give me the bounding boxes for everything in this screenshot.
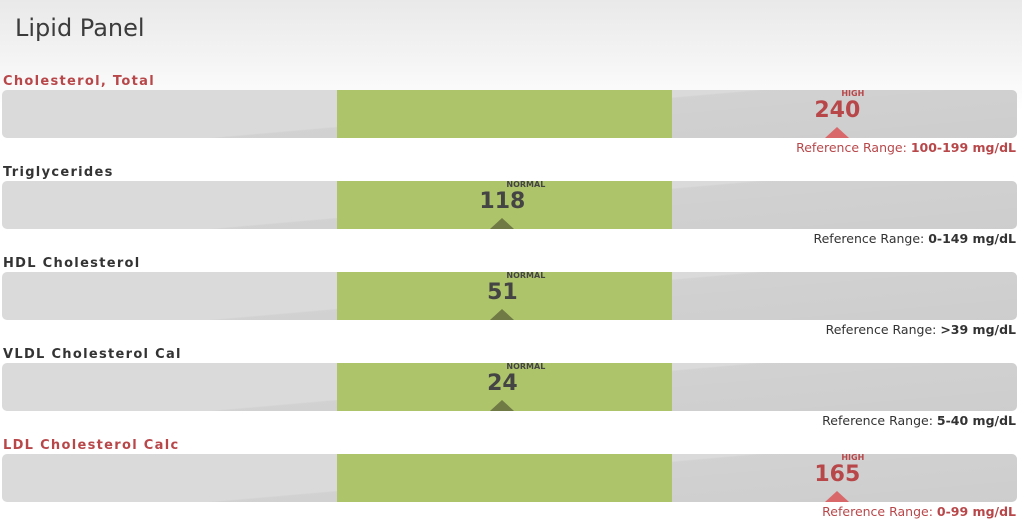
reference-range: Reference Range: 5-40 mg/dL xyxy=(822,413,1016,428)
test-row-hdl-cholesterol: HDL Cholesterol 51 NORMAL Reference Rang… xyxy=(0,256,1022,347)
result-flag: NORMAL xyxy=(506,271,546,280)
reference-range: Reference Range: >39 mg/dL xyxy=(826,322,1016,337)
test-row-vldl-cholesterol: VLDL Cholesterol Cal 24 NORMAL Reference… xyxy=(0,347,1022,438)
result-flag: HIGH xyxy=(841,89,865,98)
normal-range-band xyxy=(337,90,672,138)
reference-range: Reference Range: 0-149 mg/dL xyxy=(813,231,1016,246)
result-flag: HIGH xyxy=(841,453,865,462)
result-value: 165 xyxy=(814,462,861,487)
reference-range-value: 100-199 mg/dL xyxy=(910,140,1016,155)
range-bar xyxy=(2,363,1017,411)
reference-range-value: >39 mg/dL xyxy=(940,322,1016,337)
test-name: HDL Cholesterol xyxy=(3,256,141,271)
reference-range-value: 5-40 mg/dL xyxy=(936,413,1016,428)
reference-range: Reference Range: 0-99 mg/dL xyxy=(822,504,1016,519)
result-value: 240 xyxy=(814,98,861,123)
marker-arrow-icon xyxy=(490,218,515,229)
reference-range-label: Reference Range: xyxy=(822,413,933,428)
marker-arrow-icon xyxy=(490,400,515,411)
marker-arrow-icon xyxy=(825,491,850,502)
test-name: LDL Cholesterol Calc xyxy=(3,438,180,453)
result-value: 51 xyxy=(487,280,518,305)
reference-range-label: Reference Range: xyxy=(825,322,937,337)
marker-arrow-icon xyxy=(490,309,515,320)
reference-range-label: Reference Range: xyxy=(796,140,907,155)
normal-range-band xyxy=(337,454,672,502)
reference-range: Reference Range: 100-199 mg/dL xyxy=(796,140,1016,155)
reference-range-label: Reference Range: xyxy=(822,504,933,519)
reference-range-label: Reference Range: xyxy=(813,231,925,246)
test-name: VLDL Cholesterol Cal xyxy=(3,347,182,362)
reference-range-value: 0-149 mg/dL xyxy=(928,231,1016,246)
range-bar xyxy=(2,90,1017,138)
result-flag: NORMAL xyxy=(506,180,546,189)
result-value: 118 xyxy=(479,189,526,214)
test-name: Triglycerides xyxy=(3,165,114,180)
marker-arrow-icon xyxy=(825,127,850,138)
test-row-ldl-cholesterol: LDL Cholesterol Calc 165 HIGH Reference … xyxy=(0,438,1022,529)
range-bar xyxy=(2,454,1017,502)
reference-range-value: 0-99 mg/dL xyxy=(936,504,1016,519)
result-flag: NORMAL xyxy=(506,362,546,371)
panel-title: Lipid Panel xyxy=(15,14,145,42)
test-row-cholesterol-total: Cholesterol, Total 240 HIGH Reference Ra… xyxy=(0,74,1022,165)
result-value: 24 xyxy=(487,371,518,396)
test-row-triglycerides: Triglycerides 118 NORMAL Reference Range… xyxy=(0,165,1022,256)
test-name: Cholesterol, Total xyxy=(3,74,155,89)
